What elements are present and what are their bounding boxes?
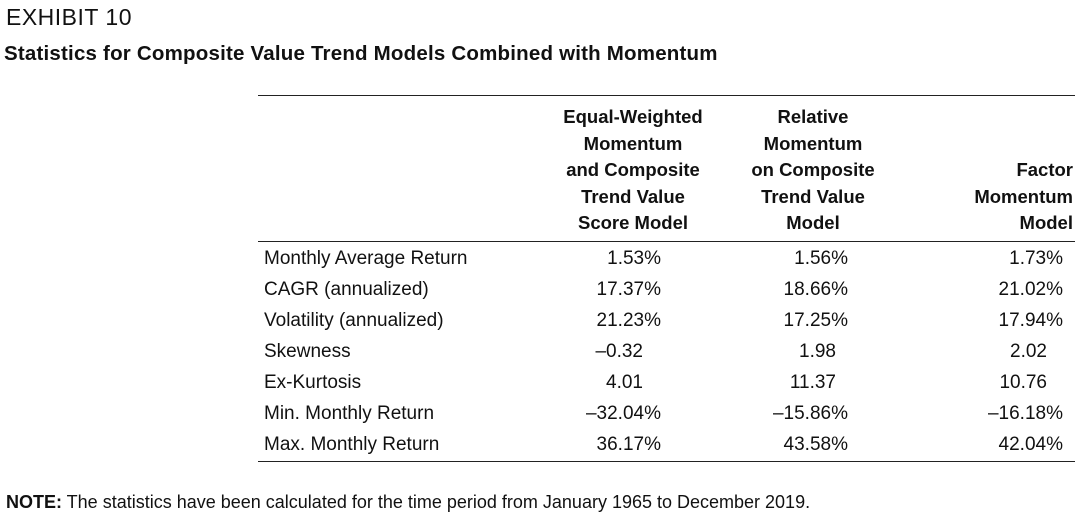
cell-factor-momentum: 21.02% xyxy=(998,279,1063,300)
header-line: Factor xyxy=(1016,159,1073,180)
header-line: and Composite xyxy=(566,159,700,180)
header-line: Trend Value xyxy=(761,185,865,207)
cell-relative-momentum: 1.98 xyxy=(799,341,836,362)
table-row: Monthly Average Return 1.53% 1.56% 1.73% xyxy=(258,241,1075,275)
statistics-table-container: Equal-Weighted Momentum and Composite Tr… xyxy=(258,95,1075,462)
cell-equal-weighted: 1.53% xyxy=(607,248,661,269)
cell-factor-momentum: 10.76 xyxy=(999,372,1047,393)
cell-relative-momentum: 43.58% xyxy=(718,429,908,462)
table-top-rule xyxy=(258,95,1075,96)
exhibit-label: EXHIBIT 10 xyxy=(6,4,133,30)
cell-factor-momentum: 2.02 xyxy=(1010,341,1047,362)
exhibit-title: Statistics for Composite Value Trend Mod… xyxy=(4,42,718,65)
cell-relative-momentum: 18.66% xyxy=(783,279,848,300)
cell-relative-momentum: –15.86% xyxy=(772,403,848,424)
header-line: Momentum xyxy=(583,132,683,154)
cell-relative-momentum: 1.56% xyxy=(794,248,848,269)
cell-factor-momentum: 42.04% xyxy=(908,429,1075,462)
header-line: Momentum xyxy=(974,185,1073,207)
header-line: Relative xyxy=(777,106,849,127)
header-equal-weighted-model: Equal-Weighted Momentum and Composite Tr… xyxy=(548,96,718,242)
cell-equal-weighted: 4.01 xyxy=(606,372,643,393)
cell-equal-weighted: –32.04% xyxy=(585,403,661,424)
cell-relative-momentum: 11.37 xyxy=(789,372,836,393)
table-row: Ex-Kurtosis 4.01 11.37 10.76 xyxy=(258,368,1075,399)
cell-equal-weighted: 36.17% xyxy=(548,429,718,462)
row-label: Volatility (annualized) xyxy=(264,310,444,331)
row-label: Skewness xyxy=(264,341,351,362)
header-line: Model xyxy=(786,212,840,233)
table-row: Volatility (annualized) 21.23% 17.25% 17… xyxy=(258,306,1075,337)
table-row: CAGR (annualized) 17.37% 18.66% 21.02% xyxy=(258,275,1075,306)
footnote: NOTE: The statistics have been calculate… xyxy=(6,492,810,513)
table-row: Max. Monthly Return 36.17% 43.58% 42.04% xyxy=(258,429,1075,462)
note-label: NOTE: xyxy=(6,492,62,512)
row-label: Monthly Average Return xyxy=(264,248,468,269)
cell-relative-momentum: 17.25% xyxy=(783,310,848,331)
header-row-label xyxy=(258,96,548,242)
header-factor-momentum-model: Factor Momentum Model xyxy=(908,96,1075,242)
header-line: Score Model xyxy=(578,212,688,233)
cell-equal-weighted: 17.37% xyxy=(596,279,661,300)
statistics-table: Equal-Weighted Momentum and Composite Tr… xyxy=(258,96,1075,462)
header-line: Trend Value xyxy=(581,185,685,207)
cell-factor-momentum: 1.73% xyxy=(1009,248,1063,269)
row-label: Min. Monthly Return xyxy=(264,403,435,424)
table-header-row: Equal-Weighted Momentum and Composite Tr… xyxy=(258,96,1075,242)
row-label: Max. Monthly Return xyxy=(258,429,548,462)
cell-factor-momentum: –16.18% xyxy=(987,403,1063,424)
row-label: CAGR (annualized) xyxy=(264,279,429,300)
header-line: on Composite xyxy=(751,159,875,180)
header-relative-momentum-model: Relative Momentum on Composite Trend Val… xyxy=(718,96,908,242)
table-row: Min. Monthly Return –32.04% –15.86% –16.… xyxy=(258,399,1075,430)
note-text: The statistics have been calculated for … xyxy=(62,492,811,512)
cell-factor-momentum: 17.94% xyxy=(998,310,1063,331)
row-label: Ex-Kurtosis xyxy=(264,372,362,393)
header-line: Model xyxy=(1019,212,1073,233)
header-line: Equal-Weighted xyxy=(563,106,703,127)
cell-equal-weighted: 21.23% xyxy=(596,310,661,331)
cell-equal-weighted: –0.32 xyxy=(595,341,643,362)
header-line: Momentum xyxy=(763,132,863,154)
table-row: Skewness –0.32 1.98 2.02 xyxy=(258,337,1075,368)
